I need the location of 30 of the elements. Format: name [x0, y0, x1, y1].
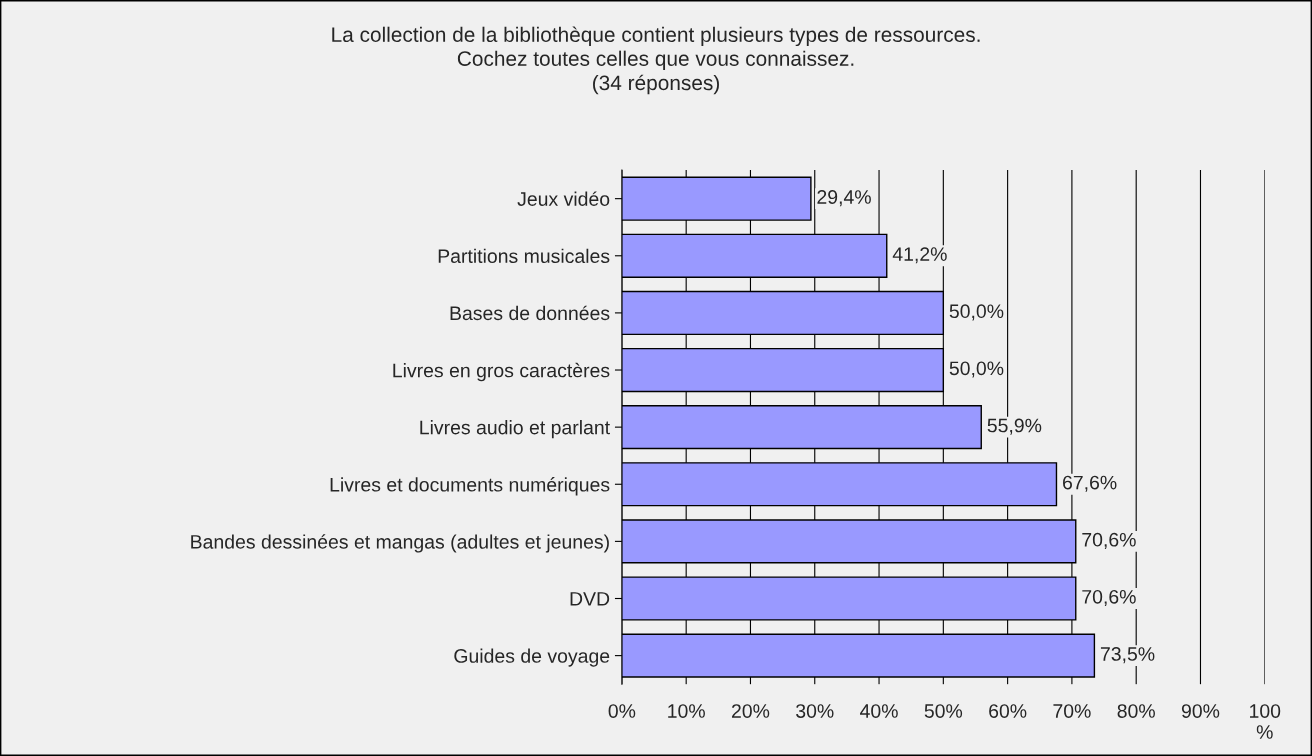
- y-tick-label: Guides de voyage: [454, 648, 610, 667]
- y-tick-label: Livres en gros caractères: [393, 362, 610, 382]
- data-label: 50,0%: [949, 361, 1004, 378]
- data-label: 70,6%: [1082, 589, 1136, 607]
- data-label: 70,6%: [1082, 532, 1136, 549]
- data-label: 73,5%: [1100, 647, 1155, 664]
- y-tick-label: Livres et documents numériques: [330, 477, 610, 496]
- data-label: 41,2%: [892, 247, 947, 264]
- x-tick-label: 10%: [668, 704, 705, 718]
- data-label: 50,0%: [949, 304, 1004, 321]
- x-tick-label: 30%: [796, 704, 834, 718]
- x-tick-label: 80%: [1117, 704, 1155, 718]
- y-tick-label: Bandes dessinées et mangas (adultes et jeunes): [191, 534, 609, 553]
- x-tick-label: 100 %: [1250, 704, 1281, 739]
- data-label: 67,6%: [1063, 475, 1117, 492]
- x-tick-label: 60%: [989, 704, 1027, 718]
- x-tick-label: 90%: [1181, 704, 1220, 718]
- data-label: 29,4%: [817, 190, 871, 207]
- x-tick-label: 70%: [1053, 704, 1091, 718]
- y-tick-label: Bases de données: [450, 305, 610, 321]
- x-tick-label: 40%: [860, 704, 898, 718]
- x-tick-label: 50%: [924, 704, 963, 718]
- y-tick-label: Jeux vidéo: [517, 191, 610, 206]
- y-tick-label: Livres audio et parlant: [420, 420, 610, 439]
- y-tick-label: Partitions musicales: [438, 248, 610, 264]
- x-tick-label: 20%: [731, 704, 770, 718]
- x-tick-label: 0%: [608, 704, 636, 718]
- data-label: 55,9%: [987, 418, 1042, 435]
- chart-title: La collection de la bibliothèque contient plusieurs types de ressources. Cochez toutes celles que vous connaissez. (34 réponses): [332, 26, 980, 95]
- y-tick-label: DVD: [570, 592, 610, 606]
